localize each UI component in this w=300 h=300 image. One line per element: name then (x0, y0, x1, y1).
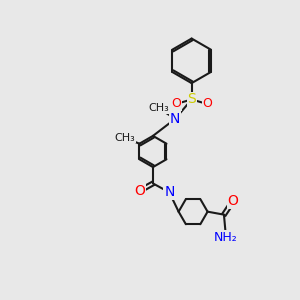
Text: N: N (164, 185, 175, 200)
Text: O: O (227, 194, 238, 208)
Text: CH₃: CH₃ (114, 133, 135, 143)
Text: O: O (134, 184, 145, 198)
Text: O: O (202, 98, 212, 110)
Text: S: S (187, 92, 196, 106)
Text: CH₃: CH₃ (148, 103, 169, 113)
Text: NH₂: NH₂ (214, 231, 237, 244)
Text: N: N (170, 112, 181, 126)
Text: O: O (171, 98, 181, 110)
